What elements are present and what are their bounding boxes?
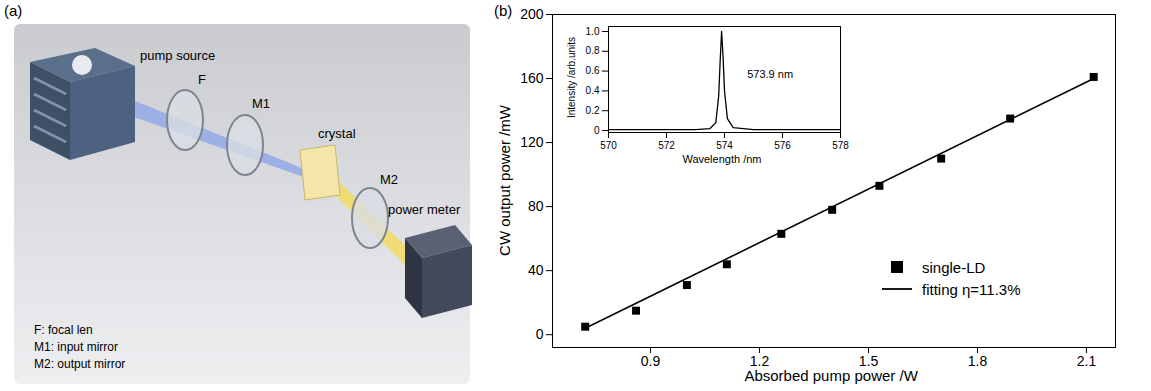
svg-text:1.2: 1.2	[749, 353, 770, 370]
svg-text:40: 40	[528, 262, 544, 278]
svg-text:0.8: 0.8	[586, 45, 600, 56]
svg-text:M1: input mirror: M1: input mirror	[34, 340, 118, 354]
svg-text:2.1: 2.1	[1077, 353, 1097, 369]
svg-text:574: 574	[716, 140, 733, 151]
svg-text:F: F	[198, 72, 206, 87]
html-text:single-LD: single-LD	[922, 258, 986, 276]
svg-text:1.5: 1.5	[858, 353, 879, 370]
html-text:573.9 nm: 573.9 nm	[747, 68, 794, 80]
svg-text:200: 200	[520, 6, 544, 22]
svg-text:(a): (a)	[4, 2, 22, 19]
html-text:CW output power /mW: CW output power /mW	[495, 104, 513, 256]
svg-text:power meter: power meter	[388, 202, 461, 217]
svg-text:M2: output mirror: M2: output mirror	[34, 357, 125, 371]
svg-text:578: 578	[832, 140, 849, 151]
html-text:Absorbed pump power /W: Absorbed pump power /W	[744, 367, 918, 384]
svg-text:M1: M1	[252, 96, 270, 111]
svg-text:M2: M2	[380, 172, 398, 187]
html-text:fitting η=11.3%: fitting η=11.3%	[922, 280, 1021, 298]
svg-text:0.9: 0.9	[641, 353, 661, 369]
svg-text:570: 570	[600, 140, 617, 151]
svg-text:160: 160	[520, 70, 544, 86]
svg-text:0: 0	[594, 125, 600, 136]
svg-text:0.6: 0.6	[586, 65, 600, 76]
svg-text:572: 572	[658, 140, 675, 151]
svg-text:F: focal len: F: focal len	[34, 323, 93, 337]
svg-text:80: 80	[528, 198, 544, 214]
svg-text:crystal: crystal	[318, 126, 356, 141]
svg-text:pump source: pump source	[140, 48, 215, 63]
svg-text:120: 120	[520, 134, 544, 150]
svg-text:0.4: 0.4	[586, 85, 600, 96]
html-text:Intensity /arb.units: Intensity /arb.units	[565, 36, 577, 119]
svg-text:1.8: 1.8	[968, 353, 988, 369]
html-text:(b): (b)	[494, 2, 513, 19]
svg-text:1.0: 1.0	[586, 26, 600, 37]
svg-text:576: 576	[774, 140, 791, 151]
svg-text:0.2: 0.2	[586, 105, 600, 116]
html-text:Wavelength /nm: Wavelength /nm	[682, 153, 762, 165]
svg-text:0: 0	[536, 326, 544, 342]
